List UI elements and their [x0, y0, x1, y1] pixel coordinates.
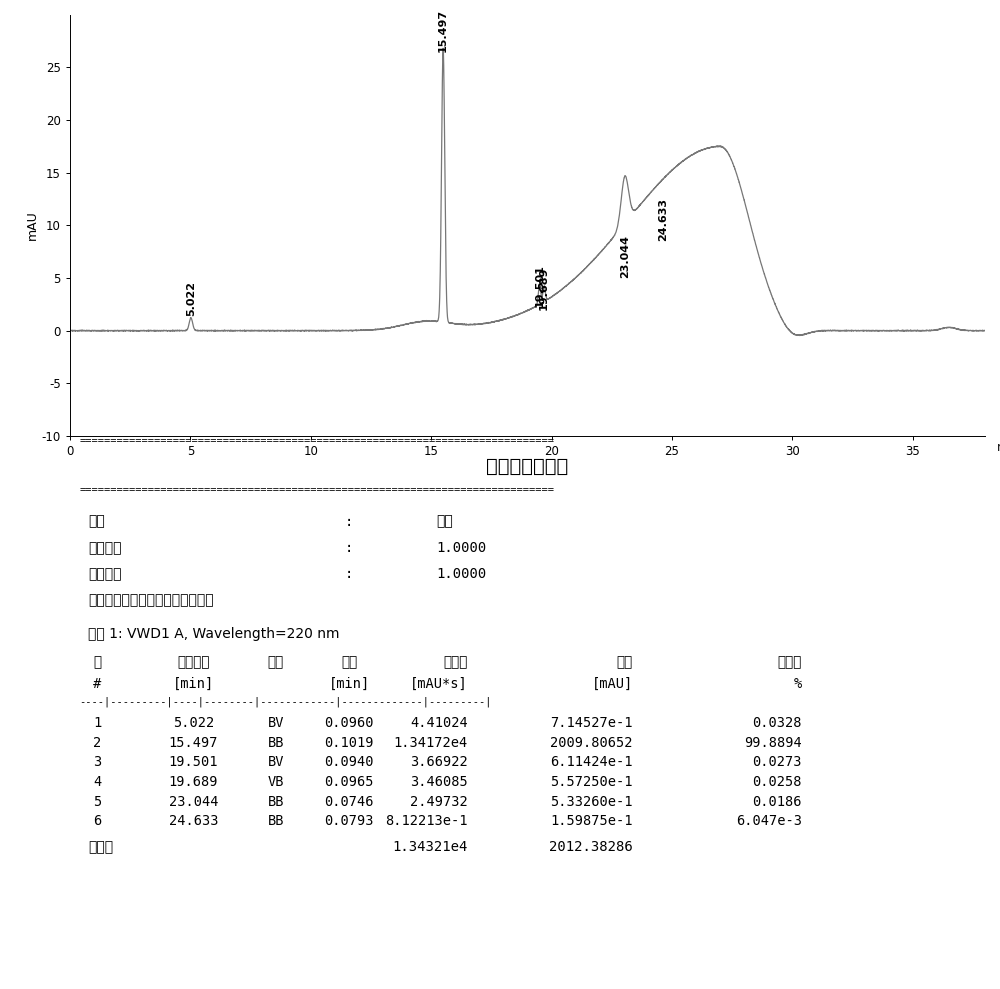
Text: 23.044: 23.044 [620, 235, 630, 278]
Text: 内标中不使用乘积因子和稀释因子: 内标中不使用乘积因子和稀释因子 [88, 592, 214, 607]
Text: 稀释因子: 稀释因子 [88, 567, 122, 581]
Text: BV: BV [268, 716, 284, 730]
Text: 3.46085: 3.46085 [410, 775, 468, 789]
Text: ============================================================================: ========================================… [79, 485, 554, 494]
Text: [mAU*s]: [mAU*s] [410, 677, 468, 691]
Text: 面积百分比报告: 面积百分比报告 [486, 457, 569, 476]
Text: 乘积因子: 乘积因子 [88, 541, 122, 555]
Text: 0.0965: 0.0965 [324, 775, 374, 789]
Text: 2012.38286: 2012.38286 [549, 840, 633, 854]
Text: 5.022: 5.022 [173, 716, 214, 730]
Text: 1.34321e4: 1.34321e4 [393, 840, 468, 854]
Text: 峰面积: 峰面积 [444, 656, 468, 670]
Text: 1.0000: 1.0000 [436, 567, 486, 581]
Text: [mAU]: [mAU] [591, 677, 633, 691]
Text: BB: BB [268, 814, 284, 828]
Text: 5.33260e-1: 5.33260e-1 [550, 794, 633, 809]
Text: 1.59875e-1: 1.59875e-1 [550, 814, 633, 828]
Text: 19.501: 19.501 [535, 265, 545, 308]
Text: VB: VB [268, 775, 284, 789]
Text: 0.0258: 0.0258 [753, 775, 802, 789]
Text: 0.0793: 0.0793 [324, 814, 374, 828]
Text: 19.689: 19.689 [539, 266, 549, 310]
Text: min: min [997, 441, 1000, 454]
Text: 信号: 信号 [436, 514, 453, 529]
Text: 2009.80652: 2009.80652 [550, 736, 633, 750]
Text: 15.497: 15.497 [169, 736, 218, 750]
Text: 5: 5 [93, 794, 102, 809]
Text: 峰: 峰 [93, 656, 102, 670]
Text: BB: BB [268, 794, 284, 809]
Text: 0.0328: 0.0328 [753, 716, 802, 730]
Text: 0.0960: 0.0960 [324, 716, 374, 730]
Text: 99.8894: 99.8894 [744, 736, 802, 750]
Text: 保留时间: 保留时间 [177, 656, 210, 670]
Text: :: : [344, 514, 353, 529]
Text: [min]: [min] [173, 677, 214, 691]
Text: 峰宽: 峰宽 [341, 656, 357, 670]
Text: :: : [344, 541, 353, 555]
Text: 24.633: 24.633 [658, 198, 668, 241]
Text: %: % [794, 677, 802, 691]
Text: 8.12213e-1: 8.12213e-1 [386, 814, 468, 828]
Text: BB: BB [268, 736, 284, 750]
Text: 5.022: 5.022 [186, 281, 196, 315]
Text: 峰面积: 峰面积 [778, 656, 802, 670]
Text: 6.11424e-1: 6.11424e-1 [550, 756, 633, 769]
Text: 总量：: 总量： [88, 840, 113, 854]
Text: 19.501: 19.501 [169, 756, 218, 769]
Text: :: : [344, 567, 353, 581]
Text: 信号 1: VWD1 A, Wavelength=220 nm: 信号 1: VWD1 A, Wavelength=220 nm [88, 627, 340, 641]
Text: 类型: 类型 [268, 656, 284, 670]
Text: 0.0940: 0.0940 [324, 756, 374, 769]
Text: 排序: 排序 [88, 514, 105, 529]
Text: 23.044: 23.044 [169, 794, 218, 809]
Text: ----|---------|----|--------|------------|-------------|---------|: ----|---------|----|--------|-----------… [79, 696, 492, 707]
Text: 1.34172e4: 1.34172e4 [394, 736, 468, 750]
Text: 7.14527e-1: 7.14527e-1 [550, 716, 633, 730]
Text: 3: 3 [93, 756, 102, 769]
Text: 4: 4 [93, 775, 102, 789]
Text: 0.0273: 0.0273 [753, 756, 802, 769]
Text: 1.0000: 1.0000 [436, 541, 486, 555]
Text: 6: 6 [93, 814, 102, 828]
Text: ============================================================================: ========================================… [79, 436, 554, 446]
Text: 1: 1 [93, 716, 102, 730]
Text: 19.689: 19.689 [169, 775, 218, 789]
Y-axis label: mAU: mAU [26, 211, 39, 240]
Text: 24.633: 24.633 [169, 814, 218, 828]
Text: 2.49732: 2.49732 [410, 794, 468, 809]
Text: 0.0186: 0.0186 [753, 794, 802, 809]
Text: 15.497: 15.497 [438, 9, 448, 51]
Text: 0.0746: 0.0746 [324, 794, 374, 809]
Text: 5.57250e-1: 5.57250e-1 [550, 775, 633, 789]
Text: 2: 2 [93, 736, 102, 750]
Text: 6.047e-3: 6.047e-3 [736, 814, 802, 828]
Text: 峰高: 峰高 [616, 656, 633, 670]
Text: #: # [93, 677, 102, 691]
Text: 3.66922: 3.66922 [410, 756, 468, 769]
Text: 4.41024: 4.41024 [410, 716, 468, 730]
Text: [min]: [min] [328, 677, 370, 691]
Text: BV: BV [268, 756, 284, 769]
Text: 0.1019: 0.1019 [324, 736, 374, 750]
